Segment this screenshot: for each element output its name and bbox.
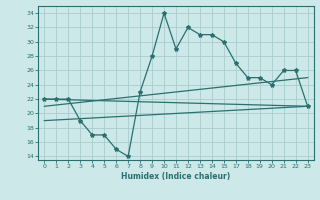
X-axis label: Humidex (Indice chaleur): Humidex (Indice chaleur) bbox=[121, 172, 231, 181]
